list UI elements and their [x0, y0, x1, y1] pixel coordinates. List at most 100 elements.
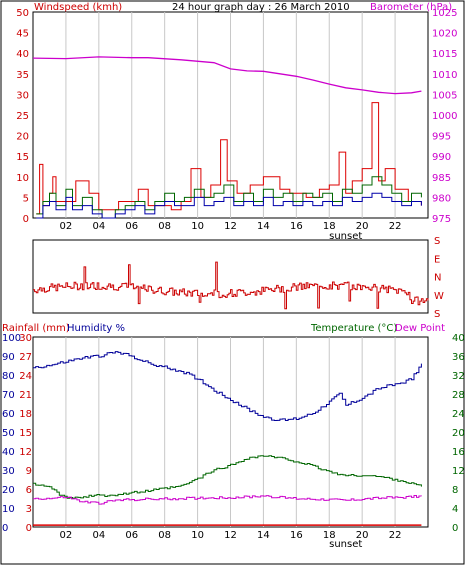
y-right-tick: 1005: [432, 90, 457, 101]
y-right-tick: 1025: [432, 8, 457, 19]
series-gust: [36, 102, 422, 215]
x-tick-label: 02: [60, 530, 73, 541]
temp-tick: 36: [452, 352, 465, 363]
humidity-tick: 20: [2, 485, 15, 496]
humidity-tick: 30: [2, 466, 15, 477]
humidity-tick: 60: [2, 409, 15, 420]
rain-tick: 0: [26, 523, 32, 534]
windspeed-label: Windspeed (kmh): [34, 2, 122, 13]
x-tick-label: 08: [158, 530, 171, 541]
humidity-tick: 10: [2, 504, 15, 515]
x-tick-label: 06: [125, 530, 138, 541]
x-tick-label: 16: [290, 221, 303, 232]
x-tick-label: 04: [92, 530, 105, 541]
temp-tick: 0: [452, 523, 458, 534]
x-tick-label: 18: [323, 221, 336, 232]
y-right-tick: 1020: [432, 29, 457, 40]
rain-tick: 3: [26, 504, 32, 515]
humidity-tick: 50: [2, 428, 15, 439]
series-wind_avg: [36, 192, 422, 219]
direction-label: W: [434, 291, 444, 302]
y-right-tick: 995: [432, 132, 451, 143]
y-right-tick: 1000: [432, 111, 457, 122]
temp-tick: 40: [452, 333, 465, 344]
y-right-tick: 980: [432, 193, 451, 204]
rain-tick: 12: [19, 447, 32, 458]
temp-tick: 16: [452, 447, 465, 458]
temp-tick: 4: [452, 504, 458, 515]
direction-label: N: [434, 273, 441, 284]
series-wind-direction: [33, 261, 429, 310]
temperature-label: Temperature (°C): [310, 323, 397, 334]
rain-tick: 21: [19, 390, 32, 401]
series-dewpoint: [33, 495, 422, 505]
y-right-tick: 1015: [432, 49, 457, 60]
y-right-tick: 1010: [432, 70, 457, 81]
x-tick-label: 06: [125, 221, 138, 232]
sunset-label: sunset: [329, 231, 362, 242]
direction-label: E: [434, 254, 440, 265]
series-humidity: [33, 351, 422, 421]
y-right-tick: 990: [432, 152, 451, 163]
barometer-label: Barometer (hPa): [370, 2, 452, 13]
rain-tick: 15: [19, 428, 32, 439]
humidity-tick: 90: [2, 352, 15, 363]
x-tick-label: 20: [356, 530, 369, 541]
humidity-tick: 0: [2, 523, 8, 534]
rain-tick: 27: [19, 352, 32, 363]
rain-tick: 30: [19, 333, 32, 344]
x-tick-label: 10: [191, 221, 204, 232]
y-left-tick: 35: [16, 70, 29, 81]
humidity-tick: 100: [2, 333, 21, 344]
y-left-tick: 15: [16, 152, 29, 163]
x-tick-label: 02: [60, 221, 73, 232]
x-tick-label: 10: [191, 530, 204, 541]
temp-tick: 8: [452, 485, 458, 496]
humidity-tick: 40: [2, 447, 15, 458]
temp-tick: 20: [452, 428, 465, 439]
rain-tick: 9: [26, 466, 32, 477]
y-left-tick: 25: [16, 111, 29, 122]
y-left-tick: 5: [23, 193, 29, 204]
series-wind_green: [36, 176, 422, 219]
temp-tick: 28: [452, 390, 465, 401]
y-left-tick: 10: [16, 173, 29, 184]
y-left-tick: 20: [16, 132, 29, 143]
y-right-tick: 985: [432, 173, 451, 184]
direction-label: S: [434, 236, 440, 247]
x-tick-label: 22: [389, 530, 402, 541]
temp-tick: 24: [452, 409, 465, 420]
dewpoint-label: Dew Point: [395, 323, 445, 334]
sunset-label: sunset: [329, 539, 362, 550]
x-tick-label: 12: [224, 221, 237, 232]
x-tick-label: 20: [356, 221, 369, 232]
temp-tick: 12: [452, 466, 465, 477]
x-tick-label: 18: [323, 530, 336, 541]
direction-label: S: [434, 309, 440, 320]
x-tick-label: 22: [389, 221, 402, 232]
series-temperature: [33, 455, 422, 499]
temp-humidity-panel: 02 04 06 08 10 12 14 16 18 20 22sunset036912151821…: [2, 333, 465, 550]
rain-tick: 6: [26, 485, 32, 496]
x-tick-label: 04: [92, 221, 105, 232]
y-left-tick: 0: [23, 214, 29, 225]
y-left-tick: 50: [16, 8, 29, 19]
rain-tick: 24: [19, 371, 32, 382]
temp-tick: 32: [452, 371, 465, 382]
x-tick-label: 08: [158, 221, 171, 232]
x-tick-label: 14: [257, 530, 270, 541]
wind-barometer-panel: 02 04 06 08 10 12 14 16 18 20 22sunset051015202530…: [16, 8, 457, 242]
humidity-tick: 80: [2, 371, 15, 382]
humidity-label: Humidity %: [67, 323, 125, 334]
x-tick-label: 14: [257, 221, 270, 232]
y-left-tick: 30: [16, 90, 29, 101]
x-tick-label: 12: [224, 530, 237, 541]
y-left-tick: 40: [16, 49, 29, 60]
humidity-tick: 70: [2, 390, 15, 401]
x-tick-label: 16: [290, 530, 303, 541]
rain-tick: 18: [19, 409, 32, 420]
rainfall-label: Rainfall (mm): [2, 323, 70, 334]
y-left-tick: 45: [16, 29, 29, 40]
